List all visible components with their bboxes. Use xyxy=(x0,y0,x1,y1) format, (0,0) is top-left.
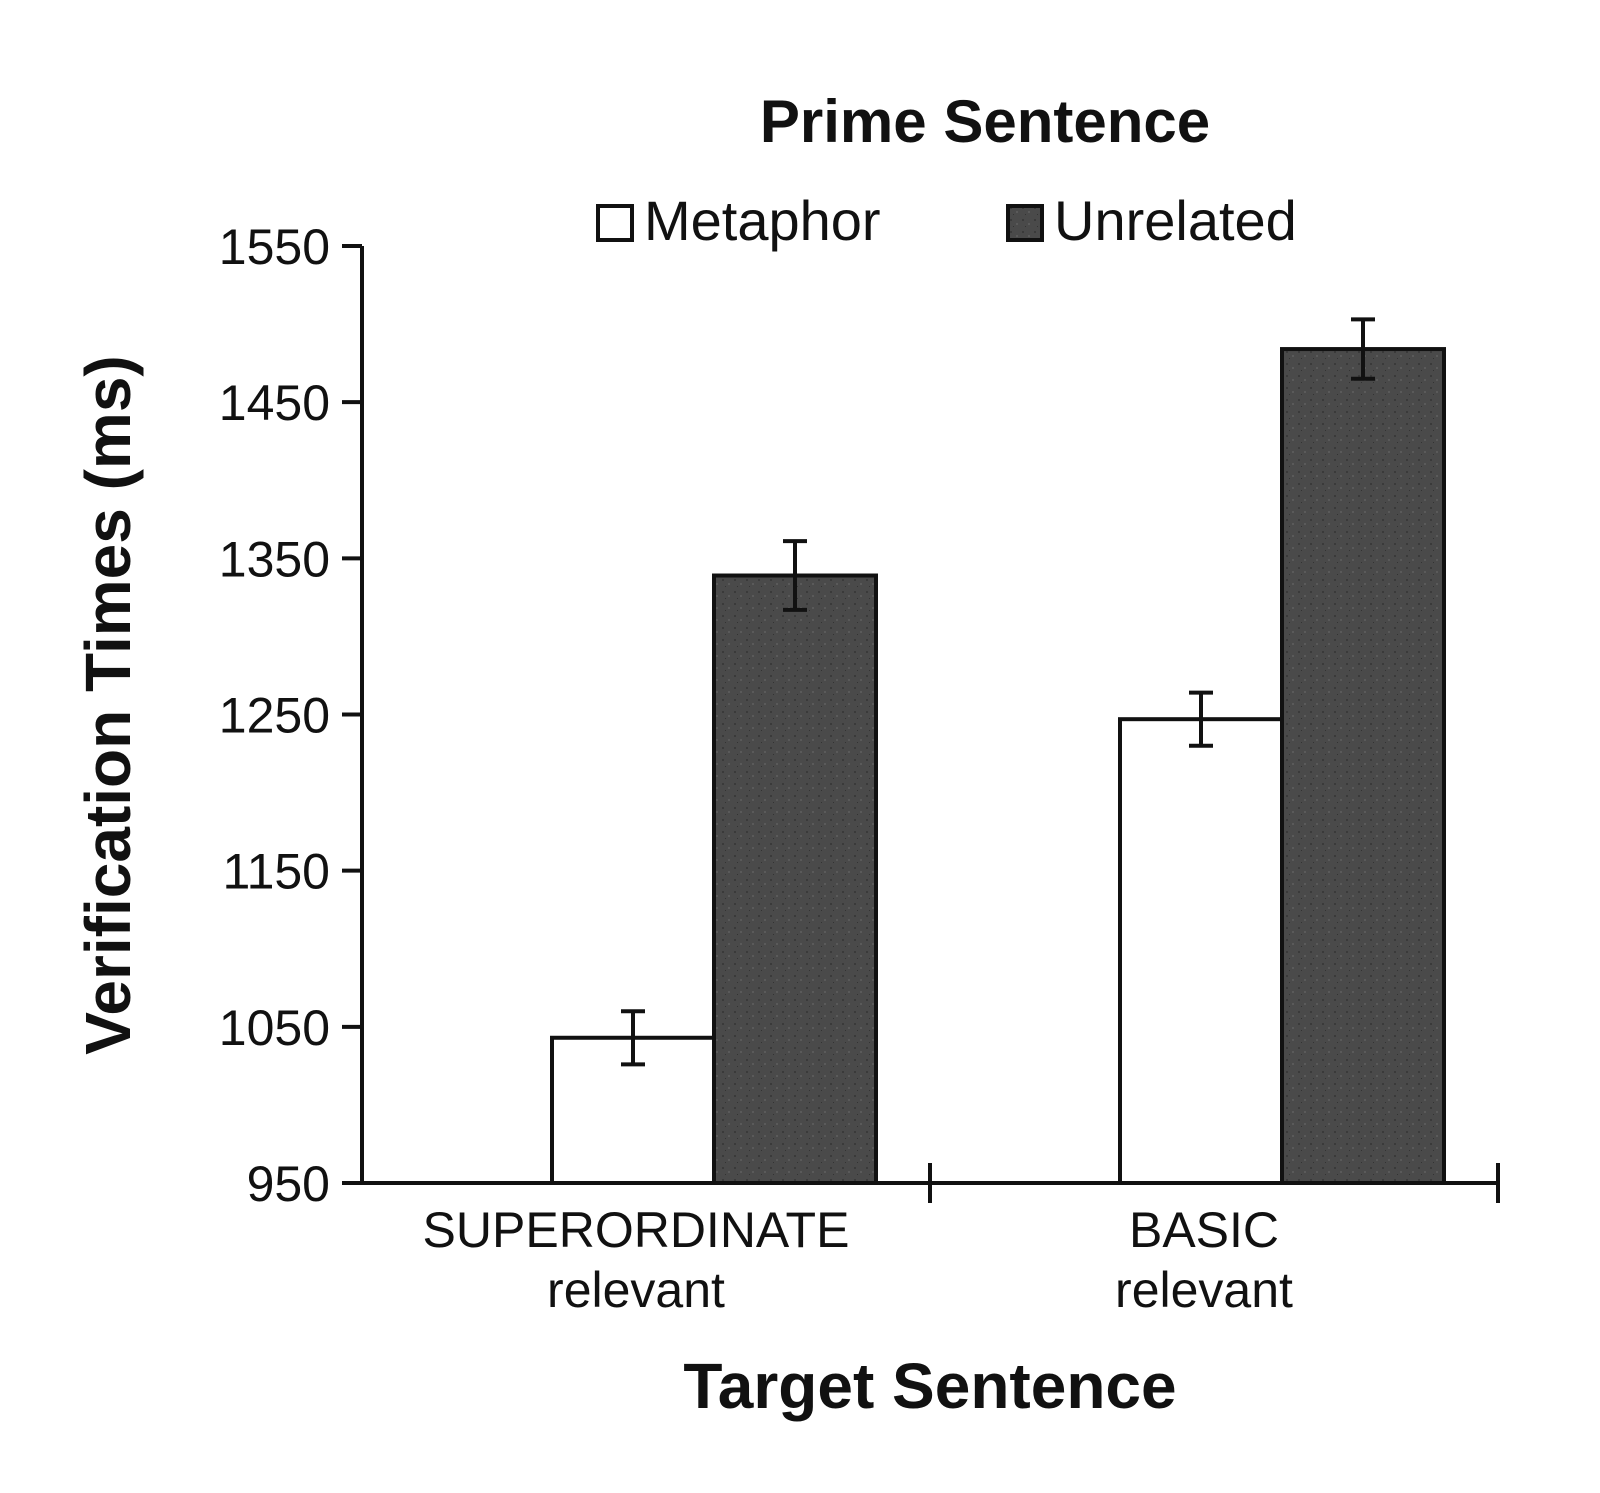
error-bar-unrelated-0 xyxy=(783,539,807,612)
category-label-1-1: relevant xyxy=(1115,1262,1293,1318)
legend-label-unrelated: Unrelated xyxy=(1054,189,1297,252)
error-bar-metaphor-0 xyxy=(621,1009,645,1067)
x-axis-title: Target Sentence xyxy=(683,1350,1176,1422)
legend: Prime Sentence Metaphor Unrelated xyxy=(596,88,1297,252)
category-label-0-1: relevant xyxy=(547,1262,725,1318)
y-axis-title: Verification Times (ms) xyxy=(72,355,144,1055)
bar-metaphor-1 xyxy=(1118,717,1284,1185)
legend-swatch-metaphor xyxy=(596,204,634,242)
y-tick-label-1350: 1350 xyxy=(219,531,330,587)
bars xyxy=(550,347,1446,1186)
error-bar-metaphor-1 xyxy=(1189,690,1213,748)
category-label-0-0: SUPERORDINATE xyxy=(423,1202,850,1258)
legend-swatch-unrelated xyxy=(1006,204,1044,242)
y-axis: 950 1050 1150 1250 1350 1450 1550 xyxy=(219,219,364,1212)
legend-title: Prime Sentence xyxy=(760,88,1210,155)
y-tick-label-1250: 1250 xyxy=(219,688,330,744)
y-tick-label-1450: 1450 xyxy=(219,375,330,431)
category-label-1-0: BASIC xyxy=(1129,1202,1279,1258)
bar-unrelated-0 xyxy=(712,573,878,1185)
legend-label-metaphor: Metaphor xyxy=(644,189,881,252)
legend-item-metaphor: Metaphor xyxy=(596,189,881,252)
bar-unrelated-1 xyxy=(1280,347,1446,1185)
legend-item-unrelated: Unrelated xyxy=(1006,189,1297,252)
y-tick-label-1550: 1550 xyxy=(219,219,330,275)
error-bar-unrelated-1 xyxy=(1351,317,1375,381)
error-bars xyxy=(621,317,1375,1067)
y-tick-label-1150: 1150 xyxy=(222,844,330,900)
y-tick-label-950: 950 xyxy=(247,1156,330,1212)
y-tick-label-1050: 1050 xyxy=(219,1000,330,1056)
